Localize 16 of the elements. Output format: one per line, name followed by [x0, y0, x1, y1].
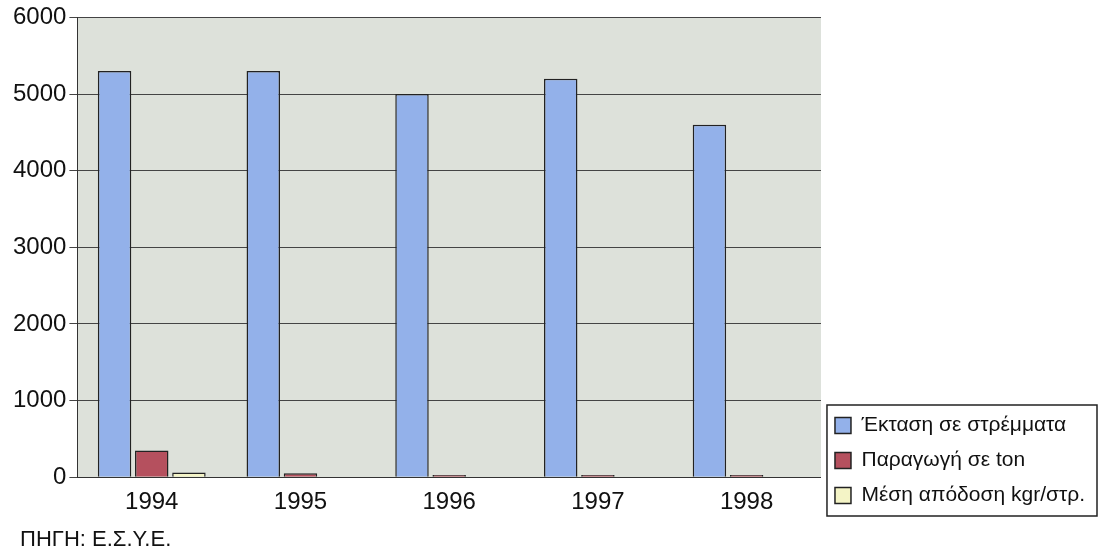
- text: ΠΗΓΗ: Ε.Σ.Υ.Ε.: [20, 526, 172, 552]
- legend-label: Μέση απόδοση kgr/στρ.: [861, 482, 1086, 506]
- x-tick-label: 1994: [125, 487, 179, 515]
- x-tick-label: 1997: [571, 487, 625, 515]
- legend-label: Παραγωγή σε ton: [861, 447, 1026, 471]
- y-tick-label: 6000: [13, 2, 67, 30]
- y-tick-label: 1000: [13, 385, 67, 413]
- x-tick-label: 1996: [422, 487, 476, 515]
- legend-label: Έκταση σε στρέμματα: [860, 412, 1067, 436]
- y-tick-label: 2000: [13, 308, 67, 336]
- x-tick-label: 1995: [273, 487, 328, 515]
- y-tick-label: 5000: [13, 78, 67, 106]
- y-tick-label: 0: [53, 461, 67, 489]
- y-tick-label: 4000: [13, 155, 67, 183]
- y-tick-label: 3000: [13, 231, 67, 259]
- x-tick-label: 1998: [719, 487, 774, 515]
